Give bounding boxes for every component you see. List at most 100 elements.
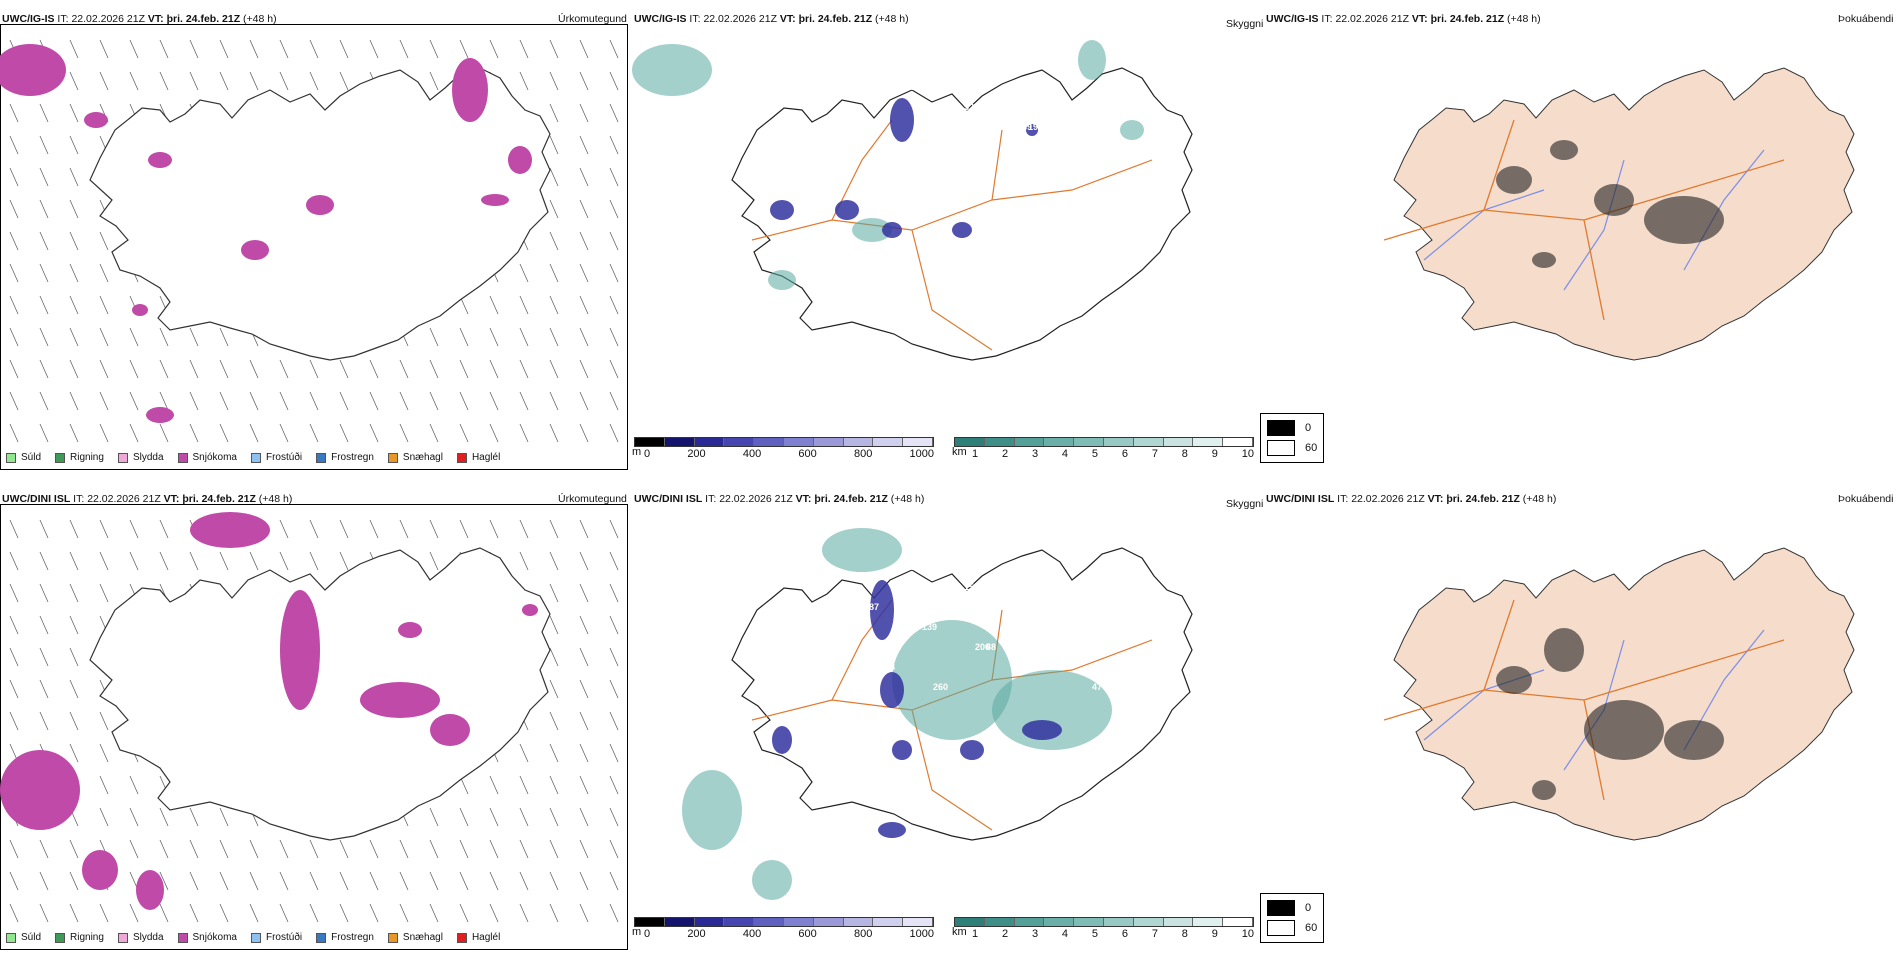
visibility-value-label: 20 bbox=[1070, 82, 1080, 92]
wind-barb bbox=[489, 839, 499, 859]
wind-barb bbox=[339, 519, 349, 539]
wind-barb bbox=[189, 423, 199, 443]
wind-barb bbox=[609, 135, 619, 155]
wind-barb bbox=[489, 327, 499, 347]
wind-barb bbox=[249, 391, 259, 411]
wind-barb bbox=[159, 871, 169, 891]
legend-item: Rigning bbox=[55, 932, 104, 943]
model-name: UWC/DINI ISL bbox=[634, 493, 703, 505]
wind-barb bbox=[69, 167, 79, 187]
wind-barb bbox=[99, 327, 109, 347]
wind-barb bbox=[9, 359, 19, 379]
wind-barb bbox=[609, 263, 619, 283]
panel-title: Skyggni bbox=[1226, 18, 1264, 30]
legend-label: Frostregn bbox=[331, 452, 374, 463]
wind-barb bbox=[219, 359, 229, 379]
wind-barb bbox=[579, 775, 589, 795]
wind-barb bbox=[39, 231, 49, 251]
wind-barb bbox=[9, 519, 19, 539]
low-visibility-area bbox=[1026, 124, 1038, 136]
fog-area bbox=[1544, 628, 1584, 672]
wind-barb bbox=[69, 839, 79, 859]
colorbar-tick: 3 bbox=[1031, 928, 1039, 940]
wind-barb bbox=[69, 615, 79, 635]
colorbar-step bbox=[1163, 438, 1194, 446]
wind-barb bbox=[159, 71, 169, 91]
legend-item: Slydda bbox=[117, 932, 164, 943]
wind-barb bbox=[69, 743, 79, 763]
legend-label: Frostúði bbox=[265, 932, 303, 943]
wind-barb bbox=[609, 391, 619, 411]
wind-barb bbox=[9, 103, 19, 123]
wind-barb bbox=[159, 423, 169, 443]
wind-barb bbox=[279, 551, 289, 571]
colorbar-step bbox=[635, 438, 665, 446]
wind-barb bbox=[159, 359, 169, 379]
wind-barb bbox=[579, 743, 589, 763]
wind-barb bbox=[159, 391, 169, 411]
wind-barb bbox=[429, 327, 439, 347]
low-visibility-area bbox=[960, 740, 984, 760]
low-visibility-area bbox=[890, 98, 914, 142]
legend-swatch bbox=[250, 452, 261, 463]
legend-swatch bbox=[456, 452, 467, 463]
wind-barb bbox=[579, 39, 589, 59]
it-label: IT: bbox=[1337, 493, 1349, 505]
low-visibility-area bbox=[892, 740, 912, 760]
legend-label: Súld bbox=[21, 452, 42, 463]
wind-barb bbox=[399, 839, 409, 859]
wind-barb bbox=[399, 871, 409, 891]
panel-header: UWC/IG-IS IT: 22.02.2026 21Z VT: þri. 24… bbox=[1266, 13, 1541, 25]
wind-barb bbox=[549, 359, 559, 379]
wind-barb bbox=[279, 391, 289, 411]
wind-barb bbox=[69, 551, 79, 571]
snow-area bbox=[148, 152, 172, 168]
wind-barb bbox=[39, 327, 49, 347]
wind-barb bbox=[219, 903, 229, 923]
colorbar-tick: 8 bbox=[1181, 448, 1188, 460]
fog-legend: 0 60 bbox=[1260, 413, 1325, 463]
iceland-land bbox=[1393, 67, 1855, 361]
wind-barb bbox=[609, 583, 619, 603]
visibility-area bbox=[752, 860, 792, 900]
panel-title: Úrkomutegund bbox=[558, 493, 627, 505]
wind-barb bbox=[399, 903, 409, 923]
snow-area bbox=[190, 512, 270, 548]
wind-barb bbox=[549, 327, 559, 347]
wind-barb bbox=[129, 391, 139, 411]
colorbar-step bbox=[754, 918, 784, 926]
low-visibility-area bbox=[835, 200, 859, 220]
wind-barb bbox=[339, 71, 349, 91]
wind-barb bbox=[339, 391, 349, 411]
fog-legend-row: 0 bbox=[1267, 898, 1317, 918]
wind-barb bbox=[129, 903, 139, 923]
colorbar-m-ticks: 0 200 400 600 800 1000 bbox=[634, 928, 934, 940]
panel-header: UWC/IG-IS IT: 22.02.2026 21Z VT: þri. 24… bbox=[2, 13, 277, 25]
legend-item: Frostúði bbox=[250, 932, 303, 943]
legend-label: Frostúði bbox=[265, 452, 303, 463]
wind-barb bbox=[99, 743, 109, 763]
colorbar-km bbox=[954, 437, 1254, 447]
legend-swatch bbox=[456, 932, 467, 943]
unit-m: m bbox=[632, 926, 642, 938]
vt-value: þri. 24.feb. 21Z bbox=[182, 493, 256, 505]
wind-barb bbox=[579, 231, 589, 251]
visibility-km-colorbar: 1 2 3 4 5 6 7 8 9 10 km bbox=[952, 437, 1254, 460]
colorbar-step bbox=[955, 438, 985, 446]
precip-legend: Súld Rigning Slydda Snjókoma Frostúði Frostre… bbox=[6, 932, 500, 943]
wind-barb bbox=[519, 71, 529, 91]
visibility-value-label: 125 bbox=[774, 682, 789, 692]
visibility-area bbox=[632, 44, 712, 96]
wind-barb bbox=[609, 615, 619, 635]
colorbar-tick: 10 bbox=[1241, 928, 1254, 940]
fog-legend-value: 60 bbox=[1305, 442, 1318, 454]
vt-value: þri. 24.feb. 21Z bbox=[798, 13, 873, 25]
wind-barb bbox=[99, 711, 109, 731]
wind-barb bbox=[9, 615, 19, 635]
wind-barb bbox=[339, 903, 349, 923]
wind-barb bbox=[249, 839, 259, 859]
wind-barb bbox=[69, 231, 79, 251]
wind-barb bbox=[609, 71, 619, 91]
colorbar-step bbox=[1193, 918, 1224, 926]
it-value: 22.02.2026 21Z bbox=[87, 493, 161, 505]
